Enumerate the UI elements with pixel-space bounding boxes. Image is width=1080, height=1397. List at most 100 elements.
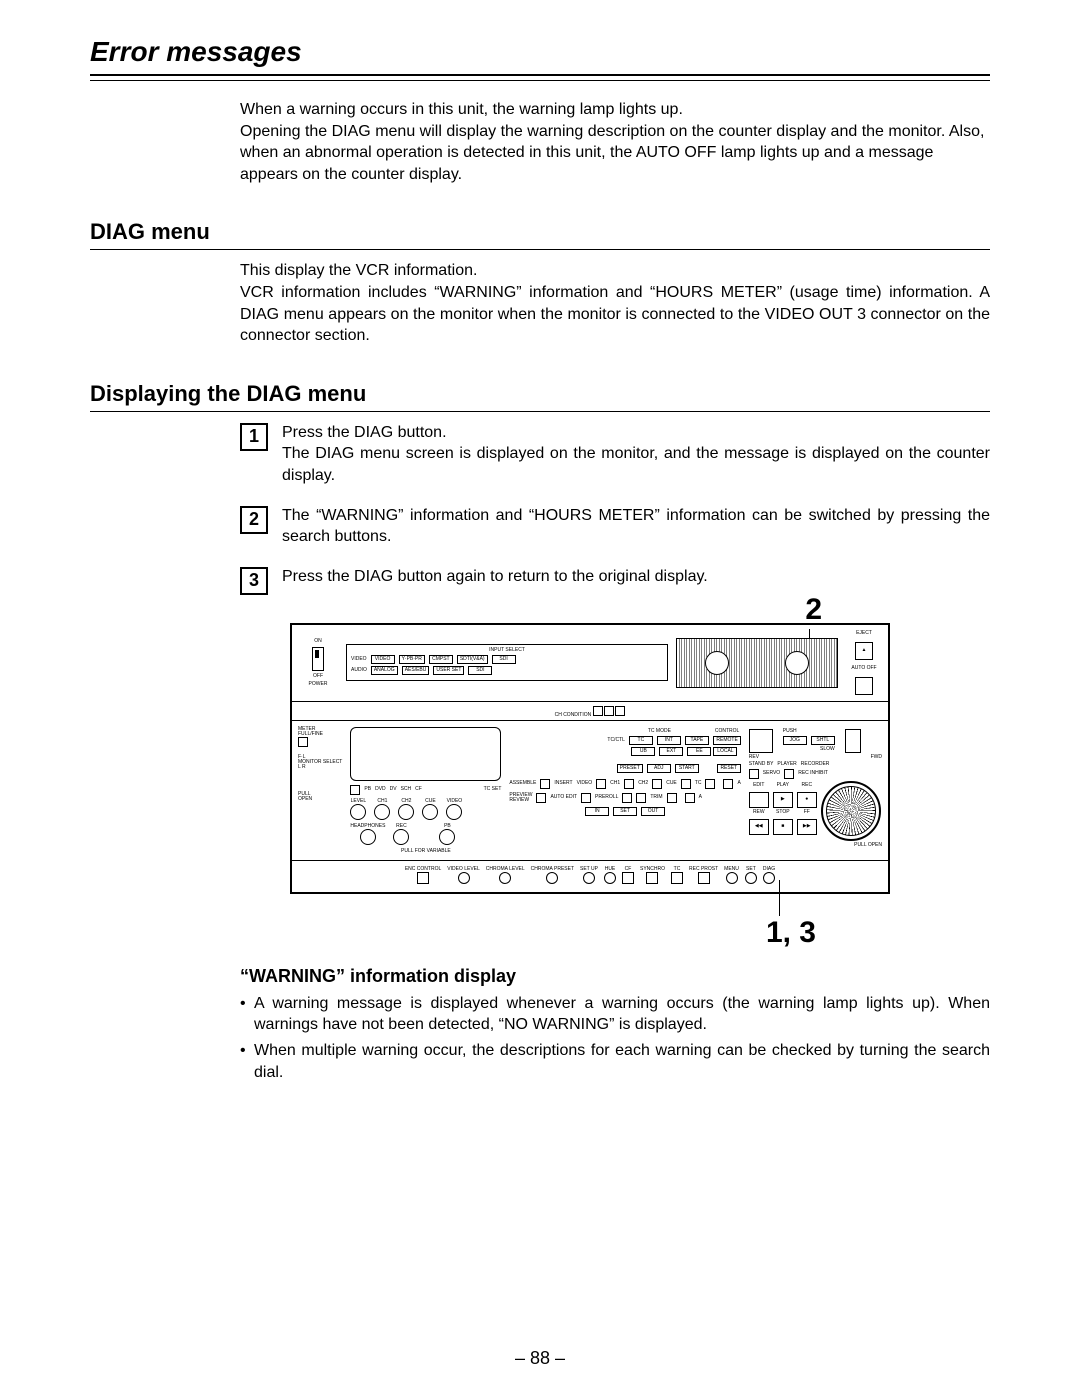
lbl-trim: TRIM: [650, 795, 662, 800]
recorder-label: RECORDER: [801, 762, 830, 767]
lbl-a-bot: A: [699, 795, 702, 800]
btn-sdi-a: SDI: [468, 666, 492, 675]
bp-sw-8: [671, 872, 683, 884]
recinh-ind: [784, 769, 794, 779]
bp-sw-6: [622, 872, 634, 884]
bp-b-12-diag: [763, 872, 775, 884]
device-panel-mid: CH CONDITION: [292, 702, 888, 721]
power-on-label: ON: [314, 639, 322, 644]
edit-control-row: PREVIEW REVIEW AUTO EDIT PREROLL TRIM A: [509, 793, 740, 803]
subheading-warning: “WARNING” information display: [240, 966, 990, 987]
tcset-label: TC SET: [484, 787, 502, 792]
ch-condition-label: CH CONDITION: [555, 712, 592, 718]
btn-stop: ■: [773, 819, 793, 835]
ch-cond-2: [604, 706, 614, 716]
bp-sw-7: [646, 872, 658, 884]
ch-cond-1: [593, 706, 603, 716]
in-set-out-row: IN SET OUT: [509, 807, 740, 816]
btn-reset: RESET: [717, 764, 741, 773]
knob-ch1: [374, 804, 390, 820]
btn-preview: [536, 793, 546, 803]
intro-paragraph: When a warning occurs in this unit, the …: [240, 99, 990, 185]
autooff-indicator: [855, 677, 873, 695]
btn-assemble: [540, 779, 550, 789]
device-col-right: PUSH JOG SHTL SLOW REV FWD: [749, 727, 882, 854]
meter-sq: [298, 737, 308, 747]
input-select-block: INPUT SELECT VIDEO VIDEO Y·PB·PR CMPST S…: [346, 644, 668, 681]
sq-ins-ch2: [652, 779, 662, 789]
sq-ins-tc: [705, 779, 715, 789]
section-heading-diag: DIAG menu: [90, 219, 990, 245]
pull-open-left: PULL OPEN: [298, 791, 312, 802]
bp-b-11: [745, 872, 757, 884]
lbl-ins-cue: CUE: [666, 781, 677, 786]
standby-label: STAND BY: [749, 762, 774, 767]
ch-cond-3: [615, 706, 625, 716]
lbl-ins-tc: TC: [695, 781, 702, 786]
page-title: Error messages: [90, 36, 990, 70]
lbl-ff: FF: [797, 810, 817, 815]
callout-1-3: 1, 3: [766, 916, 816, 950]
power-off-label: OFF: [313, 674, 323, 679]
bp-k-1: [458, 872, 470, 884]
page-number: – 88 –: [0, 1348, 1080, 1369]
page: Error messages When a warning occurs in …: [0, 0, 1080, 1397]
bullet-1: • A warning message is displayed wheneve…: [240, 993, 990, 1036]
bullet-1-dot: •: [240, 993, 254, 1036]
btn-trim-minus: [636, 793, 646, 803]
autooff-label: AUTO OFF: [851, 666, 876, 671]
btn-userset: USER SET: [433, 666, 464, 675]
warning-bullets: • A warning message is displayed wheneve…: [240, 993, 990, 1083]
audio-select-row: AUDIO ANALOG AES/EBU USER SET SDI: [351, 666, 663, 675]
rev-fwd-row: REV FWD: [749, 755, 882, 760]
eject-label: EJECT: [856, 631, 872, 636]
bp-k-2: [499, 872, 511, 884]
disp-dvd: DVD: [375, 787, 386, 792]
lbl-ins-video: VIDEO: [577, 781, 593, 786]
btn-remote: REMOTE: [713, 736, 740, 745]
sq-a-top: [723, 779, 733, 789]
bp-4: SET UP: [580, 867, 598, 872]
fwd-ind: [845, 729, 861, 753]
lbl-insert: INSERT: [554, 781, 572, 786]
bp-b-10: [726, 872, 738, 884]
callout-1-3-line: [779, 880, 780, 916]
btn-jog: JOG: [783, 736, 807, 745]
section-rule-displaying: [90, 411, 990, 412]
lbl-cue: CUE: [422, 799, 438, 804]
knob-rec: [393, 829, 409, 845]
device-panel-main: METER FULL/FINE F·L MONITOR SELECT L R P…: [292, 721, 888, 860]
eject-button: ▲: [855, 642, 873, 660]
edit-play-rec-labels: EDIT PLAY REC: [749, 783, 817, 788]
btn-preset: PRESET: [617, 764, 643, 773]
btn-preroll: [622, 793, 632, 803]
bp-k-4: [583, 872, 595, 884]
cassette-slot: [676, 638, 838, 688]
bullet-1-text: A warning message is displayed whenever …: [254, 993, 990, 1036]
device-col-center: TC MODE TC/CTL TC INT TAPE UB EXT: [509, 727, 740, 854]
step-1-text: Press the DIAG button. The DIAG menu scr…: [282, 422, 990, 487]
disp-pb: PB: [364, 787, 371, 792]
btn-rew: ◀◀: [749, 819, 769, 835]
pull-for-variable: PULL FOR VARIABLE: [350, 849, 501, 854]
lbl-stop: STOP: [773, 810, 793, 815]
section-rule-diag: [90, 249, 990, 250]
tc-mode-row: TC MODE TC/CTL TC INT TAPE UB EXT: [509, 729, 740, 758]
btn-ee: EE: [687, 747, 711, 756]
knob-row-2: HEADPHONES REC PB: [350, 824, 501, 847]
disp-sch: SCH: [401, 787, 412, 792]
transport-row-2: ◀◀ ■ ▶▶: [749, 819, 817, 835]
bp-k-5: [604, 872, 616, 884]
bp-2: CHROMA LEVEL: [486, 867, 525, 872]
lbl-ch2: CH2: [398, 799, 414, 804]
lbl-rec: REC: [393, 824, 409, 829]
btn-start: START: [675, 764, 699, 773]
bullet-2-dot: •: [240, 1040, 254, 1083]
bp-10: MENU: [724, 867, 739, 872]
rev-label: REV: [749, 755, 759, 760]
eject-column: EJECT ▲ AUTO OFF: [846, 631, 882, 695]
transport-block: EDIT PLAY REC ▶ ● REW STOP: [749, 781, 882, 841]
step-2-number: 2: [240, 506, 268, 534]
counter-display: [350, 727, 501, 781]
knob-pb: [439, 829, 455, 845]
